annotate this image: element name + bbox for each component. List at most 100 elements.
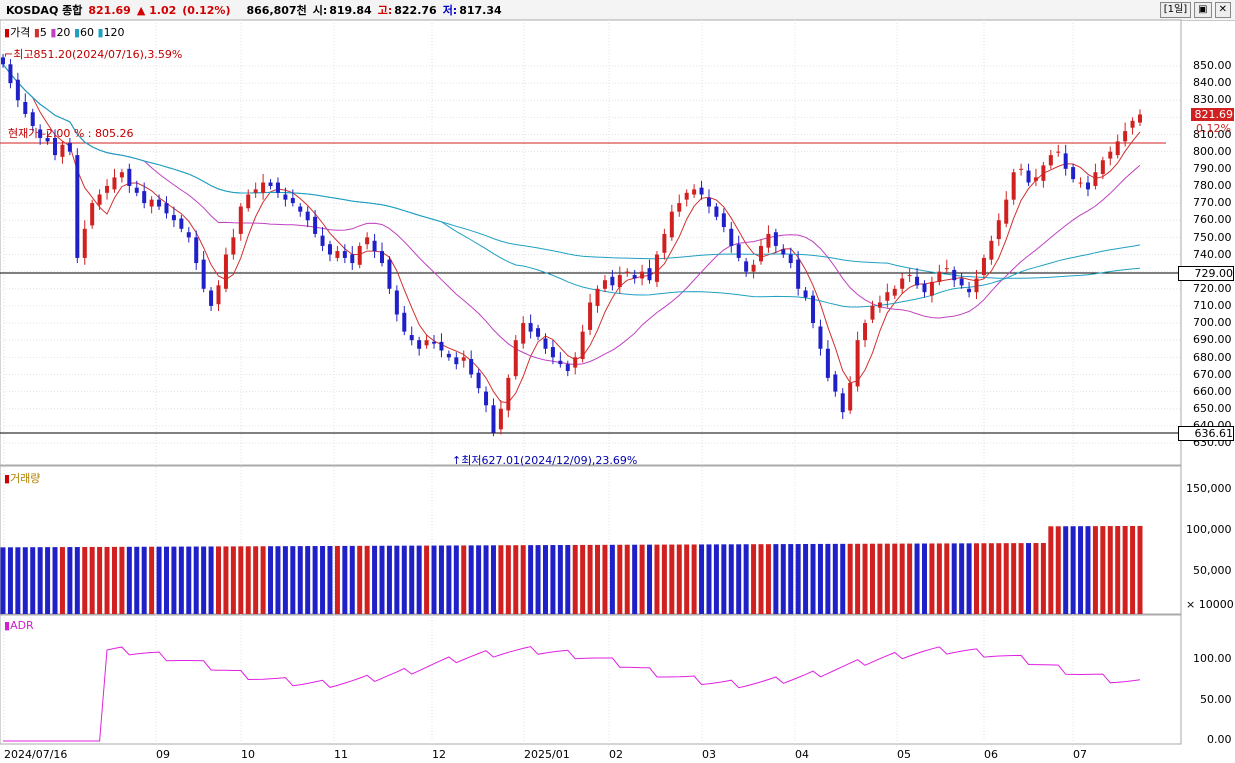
candle-body [766, 233, 771, 248]
volume-bar [275, 546, 281, 614]
line-label-729: 729.00 [1178, 266, 1234, 281]
candle-body [90, 203, 95, 226]
current-pct-label: 0.12% [1196, 122, 1231, 135]
candle-body [1048, 155, 1053, 166]
volume-bar [149, 546, 155, 614]
volume-bar [1048, 526, 1054, 614]
candle-body [446, 353, 451, 358]
volume-bar [297, 546, 303, 614]
ma20-line [2, 63, 1141, 366]
title-bar: KOSDAQ 종합 821.69 ▲ 1.02 (0.12%) 866,807천… [0, 0, 1235, 21]
volume-bar [505, 545, 511, 614]
candle-body [45, 137, 50, 142]
price-tick: 650.00 [1193, 402, 1232, 415]
period-button[interactable]: [1일] [1159, 2, 1192, 18]
candle-body [8, 64, 13, 84]
volume-bar [595, 544, 601, 614]
candle-body [491, 405, 496, 433]
candle-body [759, 245, 763, 262]
candle-body [365, 237, 370, 245]
volume-bar [884, 543, 890, 614]
volume-bar [468, 545, 474, 614]
candle-body [432, 341, 437, 344]
price-tick: 670.00 [1193, 367, 1232, 381]
volume-bar [1130, 525, 1136, 614]
volume-bar [1122, 526, 1128, 614]
price-tick: 830.00 [1193, 93, 1232, 107]
close-icon[interactable]: ✕ [1214, 2, 1231, 18]
volume-bar [921, 543, 927, 614]
candle-body [543, 338, 548, 349]
volume-bar [691, 544, 697, 614]
high-annotation-text: 최고851.20(2024/07/16),3.59% [13, 48, 183, 61]
high-annotation: ⌐최고851.20(2024/07/16),3.59% [4, 48, 183, 61]
candle-body [105, 185, 110, 193]
candle-body [744, 261, 749, 272]
volume-bar [550, 545, 556, 614]
candle-body [825, 348, 830, 378]
candle-body [536, 328, 541, 337]
candle-body [929, 281, 934, 296]
volume-bar [431, 545, 437, 614]
ma120-line [2, 63, 1141, 279]
candle-body [981, 257, 986, 276]
price-panel [0, 19, 1182, 466]
volume-bar [30, 547, 36, 614]
candle-body [164, 203, 169, 214]
index-name[interactable]: KOSDAQ 종합 [6, 4, 83, 17]
x-axis-label: 05 [897, 748, 911, 761]
volume-bar [372, 545, 378, 614]
candle-body [892, 288, 897, 296]
maximize-icon[interactable]: ▣ [1194, 2, 1212, 18]
volume-bar [587, 544, 593, 614]
x-axis-label: 07 [1073, 748, 1087, 761]
volume-bar [74, 547, 80, 614]
candle-body [721, 213, 726, 228]
volume-bar [758, 544, 764, 614]
volume-bar [379, 545, 385, 614]
volume-bar [476, 545, 482, 614]
volume-bar [290, 546, 296, 614]
volume-bar [706, 544, 712, 614]
volume-bar [230, 546, 236, 614]
candle-body [112, 177, 117, 190]
candle-body [1004, 199, 1009, 224]
volume-bar [193, 546, 199, 614]
volume-bar [334, 545, 340, 614]
candle-body [275, 182, 280, 193]
candle-body [513, 340, 518, 377]
candle-body [298, 206, 303, 212]
volume-bar [1115, 526, 1121, 614]
volume-bar [208, 546, 214, 614]
volume-bar [951, 543, 957, 614]
adr-panel [0, 614, 1182, 745]
candle-body [885, 292, 890, 301]
price-change-pct: (0.12%) [182, 3, 231, 17]
candle-body [380, 251, 384, 264]
candle-body [261, 182, 266, 193]
candle-body [996, 220, 1001, 240]
candle-body [119, 172, 124, 178]
volume-bar [490, 545, 496, 614]
volume-bar [1100, 526, 1106, 614]
volume-bar [1033, 543, 1039, 614]
volume-bar [52, 547, 58, 614]
volume-bar [245, 546, 251, 614]
candle-body [699, 187, 704, 195]
candle-body [1019, 168, 1024, 170]
candle-body [142, 191, 147, 204]
candle-body [439, 341, 444, 351]
candle-body [662, 233, 667, 253]
volume-label: 거래량 [10, 472, 41, 485]
candle-body [818, 326, 823, 349]
candle-body [684, 192, 689, 200]
x-axis-label: 12 [432, 748, 446, 761]
volume-bar [528, 545, 534, 614]
candle-body [640, 271, 645, 279]
candle-body [498, 408, 503, 430]
legend-ma120-marker: ▮ [97, 26, 104, 39]
volume-bar [788, 544, 794, 614]
volume-bar [305, 546, 311, 614]
price-tick: 690.00 [1193, 333, 1232, 347]
